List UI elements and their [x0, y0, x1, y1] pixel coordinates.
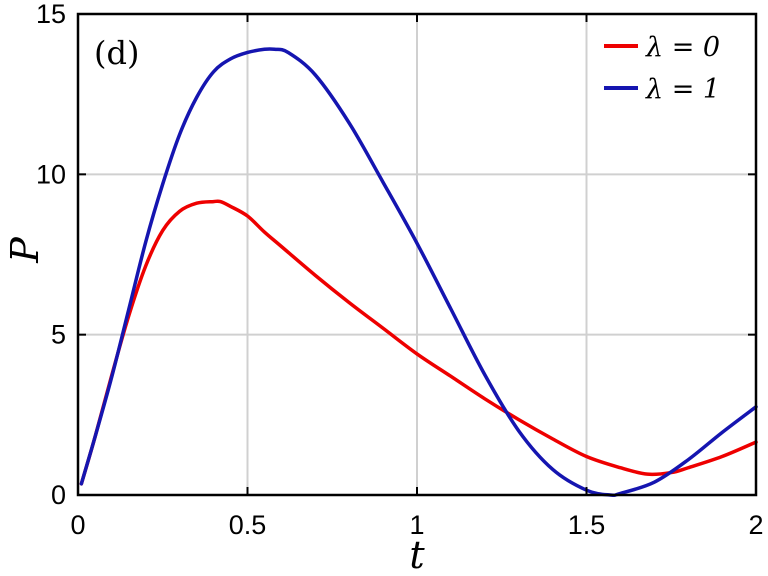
series-line-1 — [79, 47, 758, 498]
series-line-0 — [79, 199, 758, 486]
x-tick-label: 0.5 — [229, 510, 267, 540]
tick-labels: 0 0.5 1 1.5 2 0 5 10 15 — [36, 0, 764, 540]
y-tick-label: 15 — [36, 0, 66, 29]
panel-label: (d) — [94, 34, 139, 72]
tick-marks — [77, 13, 757, 496]
x-tick-label: 1 — [409, 510, 424, 540]
y-tick-label: 5 — [51, 320, 66, 350]
legend-label-1: λ = 1 — [645, 74, 720, 105]
x-tick-label: 0 — [70, 510, 85, 540]
y-tick-label: 0 — [51, 480, 66, 510]
y-axis-label: P — [3, 236, 47, 264]
y-tick-label: 10 — [36, 159, 66, 189]
x-tick-label: 2 — [748, 510, 763, 540]
legend-label-0: λ = 0 — [645, 32, 720, 63]
grid — [78, 14, 756, 495]
series-layer — [79, 47, 758, 498]
x-tick-label: 1.5 — [568, 510, 606, 540]
legend: λ = 0 λ = 1 — [604, 32, 720, 105]
x-axis-label: t — [409, 533, 425, 576]
